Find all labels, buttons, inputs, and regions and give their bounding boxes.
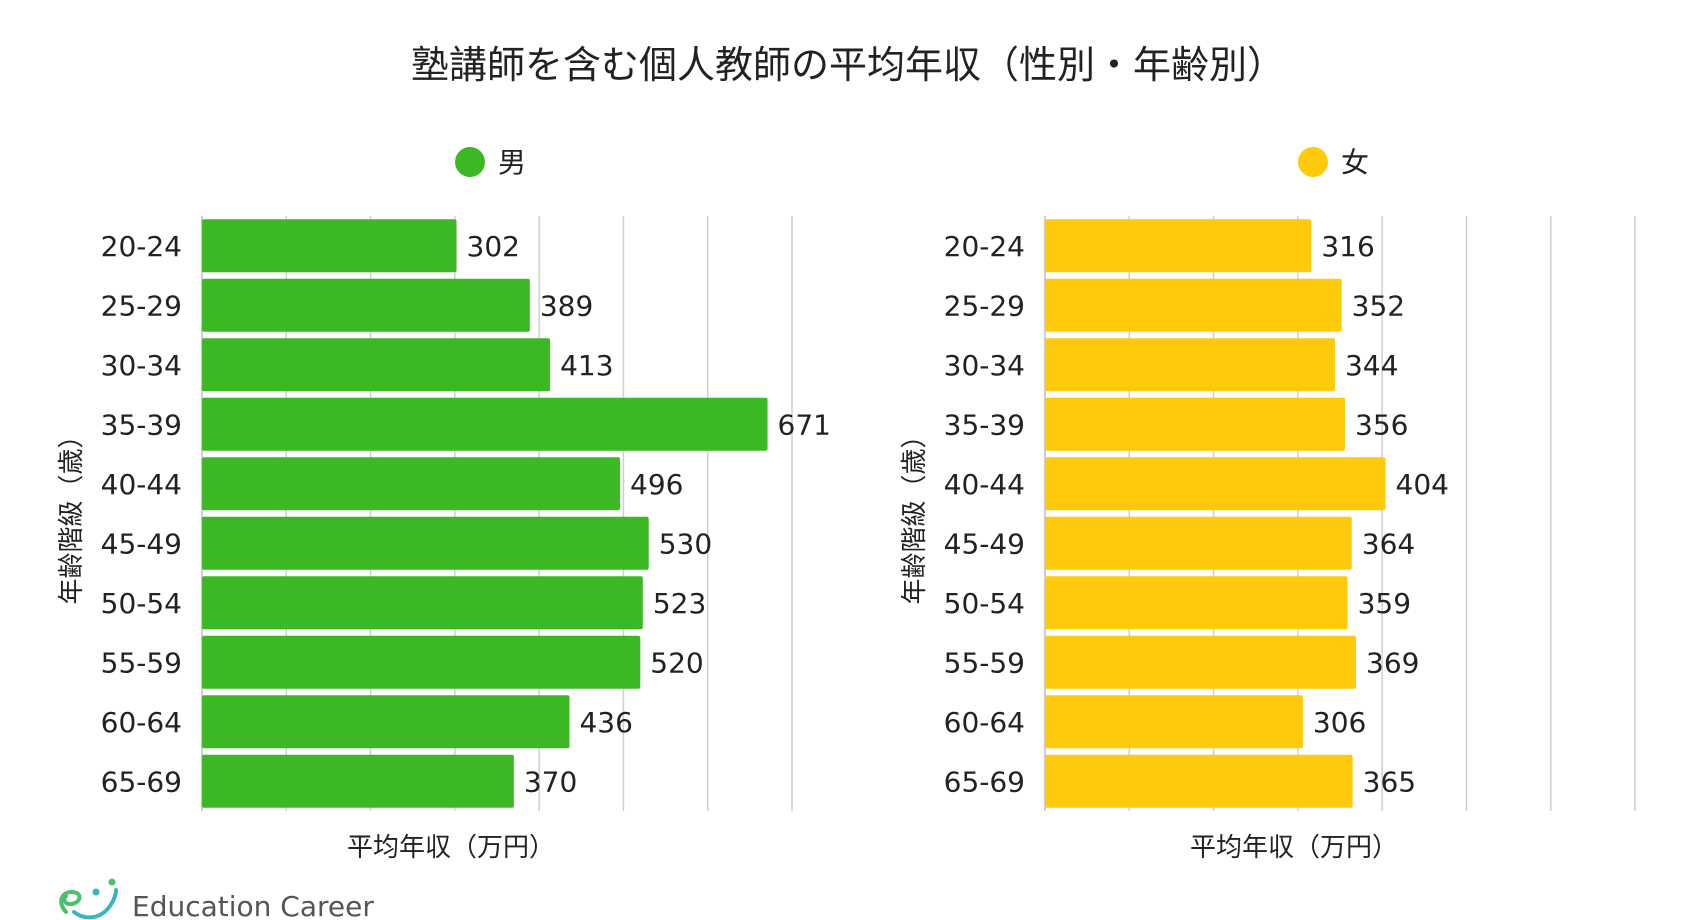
bar [202, 635, 641, 689]
legend-label: 男 [498, 146, 526, 179]
category-tick-label: 50-54 [944, 587, 1025, 620]
category-tick-label: 60-64 [944, 706, 1025, 739]
category-tick-label: 25-29 [101, 289, 182, 322]
legend: 男 [455, 146, 526, 179]
bar [1045, 576, 1348, 630]
data-label: 352 [1352, 289, 1405, 322]
legend-swatch [1298, 147, 1328, 177]
bar [202, 576, 643, 630]
data-label: 365 [1363, 765, 1416, 798]
bar [1045, 278, 1342, 332]
legend-label: 女 [1341, 146, 1369, 179]
category-tick-label: 20-24 [101, 230, 182, 263]
brand: Education Career [59, 878, 374, 920]
data-label: 356 [1355, 408, 1408, 441]
bar [202, 695, 570, 749]
data-label: 530 [659, 527, 712, 560]
data-label: 523 [653, 587, 706, 620]
category-tick-label: 55-59 [944, 646, 1025, 679]
category-tick-label: 35-39 [101, 408, 182, 441]
bar [1045, 635, 1357, 689]
bar [202, 457, 621, 511]
bar [202, 397, 768, 451]
bar [1045, 695, 1303, 749]
bar [202, 516, 649, 570]
brand-name: Education Career [132, 890, 374, 920]
data-label: 316 [1321, 230, 1374, 263]
category-tick-label: 20-24 [944, 230, 1025, 263]
data-label: 404 [1396, 468, 1449, 501]
bar [202, 278, 530, 332]
category-tick-label: 50-54 [101, 587, 182, 620]
bar [1045, 397, 1346, 451]
category-tick-label: 30-34 [944, 349, 1025, 382]
x-axis-title: 平均年収（万円） [1190, 833, 1398, 863]
chart-title: 塾講師を含む個人教師の平均年収（性別・年齢別） [411, 43, 1285, 87]
category-tick-label: 35-39 [944, 408, 1025, 441]
education-career-logo-icon [59, 878, 118, 920]
data-label: 302 [467, 230, 520, 263]
bar [1045, 219, 1312, 273]
chart-panel: 女 20-24 316 25-29 352 30-34 344 35-39 356 40-44 40… [900, 146, 1636, 863]
y-axis-title: 年齢階級（歳） [57, 422, 87, 604]
bar [1045, 457, 1386, 511]
data-label: 413 [560, 349, 613, 382]
y-axis-title: 年齢階級（歳） [900, 422, 930, 604]
bar [202, 754, 514, 808]
bar [202, 219, 457, 273]
data-label: 364 [1362, 527, 1415, 560]
category-tick-label: 45-49 [944, 527, 1025, 560]
category-tick-label: 60-64 [101, 706, 182, 739]
legend-swatch [455, 147, 485, 177]
data-label: 370 [524, 765, 577, 798]
category-tick-label: 40-44 [101, 468, 182, 501]
data-label: 389 [540, 289, 593, 322]
category-tick-label: 65-69 [101, 765, 182, 798]
bar [202, 338, 551, 392]
data-label: 344 [1345, 349, 1398, 382]
category-tick-label: 55-59 [101, 646, 182, 679]
category-tick-label: 40-44 [944, 468, 1025, 501]
data-label: 520 [650, 646, 703, 679]
bar [1045, 754, 1353, 808]
category-tick-label: 45-49 [101, 527, 182, 560]
category-tick-label: 65-69 [944, 765, 1025, 798]
data-label: 369 [1366, 646, 1419, 679]
x-axis-title: 平均年収（万円） [347, 833, 555, 863]
chart-panel: 男 20-24 302 25-29 389 30-34 413 35-39 671 40-44 49… [57, 146, 831, 863]
data-label: 306 [1313, 706, 1366, 739]
data-label: 359 [1358, 587, 1411, 620]
category-tick-label: 30-34 [101, 349, 182, 382]
data-label: 671 [778, 408, 831, 441]
bar [1045, 516, 1352, 570]
bar [1045, 338, 1335, 392]
data-label: 496 [630, 468, 683, 501]
data-label: 436 [579, 706, 632, 739]
legend: 女 [1298, 146, 1369, 179]
category-tick-label: 25-29 [944, 289, 1025, 322]
